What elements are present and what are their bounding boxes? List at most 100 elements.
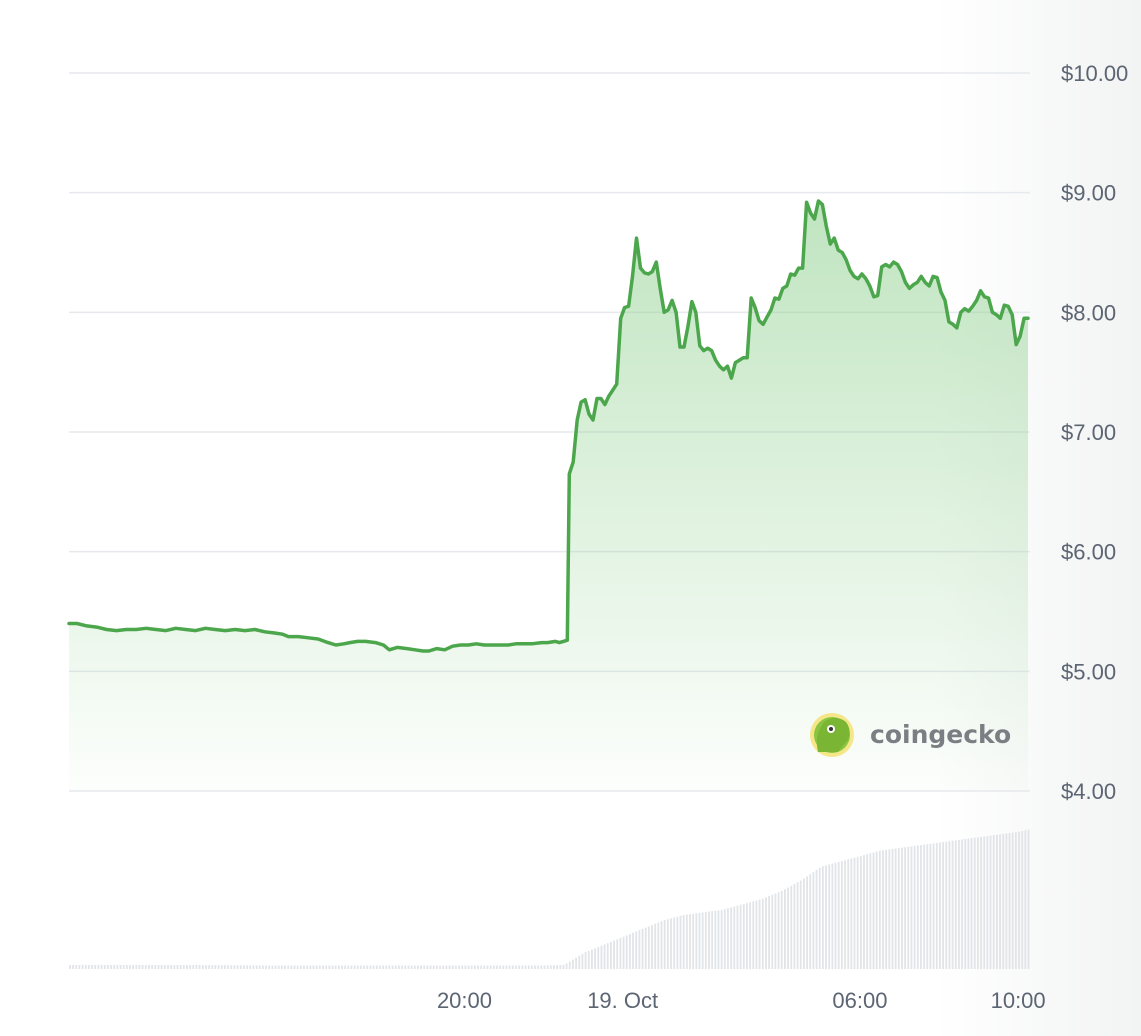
volume-bar [100, 964, 103, 969]
y-tick-label: $8.00 [1061, 300, 1116, 325]
volume-bar [271, 965, 274, 969]
volume-bar [711, 911, 714, 969]
volume-bar [337, 965, 340, 969]
volume-bar [749, 902, 752, 969]
volume-bar [647, 926, 650, 969]
volume-bar [163, 964, 166, 969]
volume-bar [312, 965, 315, 969]
volume-bar [69, 964, 71, 969]
volume-bar [318, 965, 321, 969]
volume-bar [812, 872, 815, 969]
volume-bar [746, 903, 748, 969]
volume-bar [442, 965, 445, 969]
volume-bar [692, 913, 695, 969]
volume-bar [739, 904, 742, 969]
volume-bar [837, 861, 840, 969]
volume-bar [72, 964, 74, 969]
volume-bar [119, 964, 122, 969]
volume-bar [695, 913, 698, 969]
volume-bar [429, 965, 432, 969]
volume-bar [246, 965, 248, 969]
volume-bar [549, 965, 552, 969]
volume-bar [986, 836, 989, 969]
volume-bar [502, 965, 505, 969]
volume-bar [287, 965, 290, 969]
volume-bar [375, 965, 378, 969]
volume-bar [689, 914, 691, 969]
volume-bar [916, 845, 919, 969]
volume-bar [445, 965, 448, 969]
volume-bar [170, 964, 173, 969]
volume-bar [641, 928, 644, 969]
volume-bar [407, 965, 410, 969]
volume-bar [91, 964, 93, 969]
volume-bar [723, 909, 726, 969]
y-tick-label: $5.00 [1061, 659, 1116, 684]
volume-bar [897, 848, 900, 969]
volume-bar [635, 931, 638, 969]
coingecko-wordmark: coingecko [870, 720, 1011, 749]
volume-bar [859, 855, 862, 969]
y-axis-labels: $10.00 $9.00 $8.00 $7.00 $6.00 $5.00 $4.00 [1061, 61, 1128, 804]
volume-bar [644, 927, 647, 969]
y-tick-label: $7.00 [1061, 420, 1116, 445]
volume-bar [341, 965, 343, 969]
volume-bar [220, 965, 223, 969]
volume-bar [252, 965, 255, 969]
volume-bar [132, 964, 135, 969]
volume-bar [840, 861, 843, 969]
volume-bar [622, 936, 625, 969]
volume-bar [625, 935, 628, 969]
volume-bar [116, 964, 119, 969]
price-area [69, 201, 1028, 791]
volume-bar [638, 930, 641, 969]
volume-bar [322, 965, 324, 969]
y-tick-label: $6.00 [1061, 540, 1116, 565]
volume-bar [1011, 832, 1014, 969]
volume-bar [613, 940, 615, 969]
volume-bar [606, 943, 609, 969]
volume-bar [138, 964, 141, 969]
volume-bar [733, 906, 736, 969]
volume-bar [208, 965, 211, 969]
volume-bar [945, 841, 948, 969]
volume-bar [1021, 830, 1024, 969]
volume-bar [995, 834, 998, 969]
volume-bar [553, 965, 555, 969]
volume-bar [983, 836, 986, 969]
volume-bar [224, 965, 226, 969]
volume-bar [369, 965, 372, 969]
volume-bar [980, 836, 982, 969]
volume-bar [249, 965, 252, 969]
volume-bar [458, 965, 460, 969]
volume-bar [106, 964, 109, 969]
volume-bar [587, 950, 590, 969]
volume-bar [382, 965, 385, 969]
volume-bar [432, 965, 435, 969]
y-tick-label: $4.00 [1061, 779, 1116, 804]
volume-bar [391, 965, 394, 969]
volume-bar [572, 959, 574, 969]
volume-bar [885, 849, 888, 969]
volume-bar [1014, 832, 1017, 969]
volume-bar [78, 964, 81, 969]
coingecko-watermark: coingecko [810, 713, 1011, 757]
volume-bar [534, 965, 536, 969]
volume-bar [761, 898, 764, 969]
volume-bar [84, 964, 87, 969]
volume-bar [243, 965, 245, 969]
volume-bar [192, 964, 195, 969]
volume-bar [556, 965, 559, 969]
volume-bar [277, 965, 280, 969]
volume-bar [540, 965, 543, 969]
volume-bar [81, 964, 84, 969]
volume-bar [451, 965, 454, 969]
volume-bar [904, 847, 907, 969]
volume-bar [679, 915, 682, 969]
volume-bar [730, 907, 733, 969]
volume-bar [961, 839, 963, 969]
volume-bar [537, 965, 540, 969]
volume-bar [603, 944, 606, 969]
volume-bar [850, 858, 853, 969]
volume-bar [774, 893, 777, 969]
